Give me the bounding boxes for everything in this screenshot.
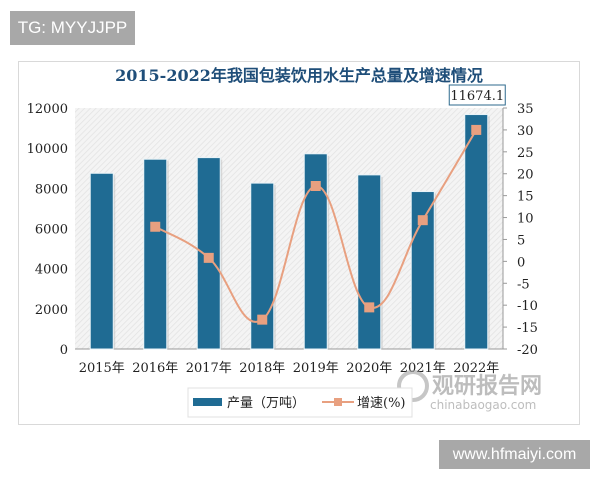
y-right-tick-label: 20	[517, 168, 534, 183]
plot-area	[75, 108, 503, 349]
y-right-tick-label: -20	[517, 343, 538, 358]
data-label-2022: 11674.1	[450, 89, 504, 104]
y-right-tick-label: -15	[517, 321, 538, 336]
bar-2018年	[250, 182, 275, 350]
x-tick-label: 2019年	[293, 361, 339, 376]
bar-2021年	[410, 191, 435, 350]
legend-bar-label: 产量（万吨）	[227, 396, 305, 411]
legend-line-marker	[334, 398, 342, 406]
y-right-tick-label: 30	[517, 124, 534, 139]
x-tick-label: 2017年	[186, 361, 232, 376]
chart-title: 2015-2022年我国包装饮用水生产总量及增速情况	[115, 66, 483, 85]
y-left-tick-label: 0	[60, 343, 68, 358]
logo-en: chinabaogao.com	[430, 398, 536, 412]
x-tick-label: 2018年	[239, 361, 285, 376]
bar-2016年	[143, 158, 168, 350]
y-right-tick-label: 0	[517, 255, 525, 270]
growth-marker	[417, 215, 428, 226]
legend-line-label: 增速(%)	[357, 396, 406, 411]
legend-bar-swatch	[193, 398, 222, 406]
logo-icon	[397, 370, 429, 402]
bar-2022年	[464, 114, 489, 350]
growth-marker	[203, 252, 214, 263]
y-left-tick-label: 10000	[27, 142, 68, 157]
y-left-tick-label: 2000	[35, 303, 68, 318]
growth-marker	[471, 124, 482, 135]
chart-frame	[18, 61, 580, 425]
y-right-tick-label: 10	[517, 212, 534, 227]
y-right-tick-label: 5	[517, 233, 525, 248]
watermark-top: TG: MYYJJPP	[10, 11, 135, 45]
logo-watermark: 观研报告网 chinabaogao.com	[397, 370, 542, 412]
y-left-tick-label: 6000	[35, 223, 68, 238]
y-right-tick-label: 25	[517, 146, 534, 161]
y-left-tick-label: 4000	[35, 263, 68, 278]
growth-marker	[257, 314, 268, 325]
data-label-box	[448, 84, 506, 106]
x-tick-label: 2015年	[79, 361, 125, 376]
y-right-tick-label: -10	[517, 299, 538, 314]
legend: 产量（万吨） 增速(%)	[187, 387, 413, 418]
bar-2019年	[303, 153, 328, 350]
watermark-bottom: www.hfmaiyi.com	[439, 440, 590, 469]
x-tick-label: 2022年	[453, 361, 499, 376]
growth-marker	[310, 180, 321, 191]
bar-2015年	[89, 172, 114, 350]
y-right-tick-label: -5	[517, 277, 530, 292]
growth-marker	[150, 221, 161, 232]
y-left-tick-label: 8000	[35, 182, 68, 197]
y-right-tick-label: 35	[517, 102, 534, 117]
growth-marker	[364, 302, 375, 313]
y-right-tick-label: 15	[517, 190, 534, 205]
logo-cn: 观研报告网	[432, 374, 542, 399]
x-tick-label: 2020年	[346, 361, 392, 376]
x-tick-label: 2016年	[132, 361, 178, 376]
bar-2020年	[357, 174, 382, 350]
y-left-tick-label: 12000	[27, 102, 68, 117]
